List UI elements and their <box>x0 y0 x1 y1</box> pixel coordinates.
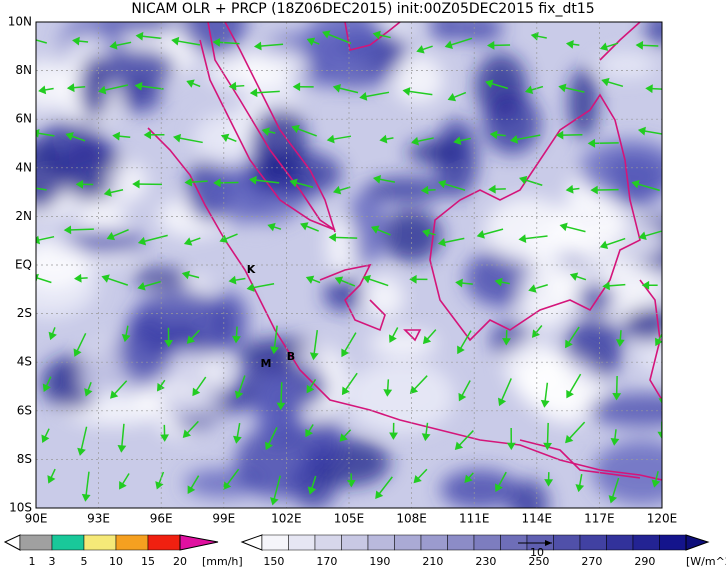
lon-label: 96E <box>150 512 173 526</box>
olr-label: 150 <box>263 555 284 568</box>
colorbar-end <box>242 535 262 550</box>
cloud <box>593 440 692 505</box>
colorbar-cell <box>262 535 289 550</box>
colorbar-cell <box>395 535 422 550</box>
map-area <box>1 0 706 528</box>
olr-label: 190 <box>369 555 390 568</box>
cloud <box>483 92 541 154</box>
colorbar-cell <box>84 535 116 550</box>
cloud <box>206 58 291 89</box>
arrow-head <box>19 34 25 40</box>
precip-label: 5 <box>81 555 88 568</box>
cloud <box>624 307 674 341</box>
olr-label: 290 <box>634 555 655 568</box>
colorbar-cell <box>289 535 316 550</box>
colorbar-cell <box>554 535 581 550</box>
lat-label: EQ <box>15 258 32 272</box>
lon-label: 114E <box>522 512 553 526</box>
precip-label: 20 <box>173 555 187 568</box>
precip-label: 1 <box>29 555 36 568</box>
colorbar-cell <box>633 535 660 550</box>
olr-unit: [W/m^2] <box>686 555 726 568</box>
cloud <box>516 357 601 413</box>
lon-label: 120E <box>647 512 678 526</box>
colorbar-end <box>180 535 218 550</box>
precip-label: 10 <box>109 555 123 568</box>
cloud <box>347 360 454 434</box>
place-marker: K <box>247 263 256 276</box>
lat-label: 4N <box>15 160 32 174</box>
lat-label: 6S <box>17 403 32 417</box>
cloud <box>597 53 655 78</box>
cloud <box>99 48 176 88</box>
olr-label: 270 <box>581 555 602 568</box>
cloud <box>440 469 519 509</box>
colorbar-cell <box>315 535 342 550</box>
vector-label: 10 <box>530 546 544 559</box>
precip-label: 3 <box>49 555 56 568</box>
colorbar-cell <box>448 535 475 550</box>
cloud <box>393 56 443 104</box>
place-marker: B <box>287 350 295 363</box>
cloud <box>454 15 504 42</box>
olr-label: 170 <box>316 555 337 568</box>
lat-label: 8N <box>15 63 32 77</box>
colorbar-cell <box>660 535 687 550</box>
lon-label: 93E <box>87 512 110 526</box>
cloud <box>368 330 437 356</box>
colorbar-cell <box>580 535 607 550</box>
colorbar-cell <box>148 535 180 550</box>
colorbar-cell <box>116 535 148 550</box>
cloud <box>212 292 247 350</box>
colorbar-cell <box>607 535 634 550</box>
colorbar-end <box>5 535 20 550</box>
lat-label: 10N <box>8 15 32 29</box>
cloud <box>323 277 362 312</box>
cloud <box>10 141 65 211</box>
lat-label: 6N <box>15 112 32 126</box>
arrow-head <box>32 275 38 281</box>
colorbar-cell <box>474 535 501 550</box>
place-marker: M <box>261 357 272 370</box>
cloud <box>588 393 692 427</box>
lon-label: 108E <box>396 512 427 526</box>
cloud <box>252 106 307 181</box>
olr-label: 210 <box>422 555 443 568</box>
colorbar-cell <box>368 535 395 550</box>
cloud <box>364 276 404 319</box>
lon-label: 105E <box>334 512 365 526</box>
arrow-head <box>22 184 28 190</box>
lon-label: 111E <box>459 512 490 526</box>
lon-label: 102E <box>271 512 302 526</box>
colorbar-cell <box>20 535 52 550</box>
colorbar-end <box>686 535 708 550</box>
lat-label: 2S <box>17 306 32 320</box>
lon-label: 99E <box>212 512 235 526</box>
colorbar-cell <box>342 535 369 550</box>
lon-label: 117E <box>584 512 615 526</box>
cloud <box>645 12 677 46</box>
olr-label: 230 <box>475 555 496 568</box>
precip-label: 15 <box>141 555 155 568</box>
colorbar-cell <box>52 535 84 550</box>
lat-label: 8S <box>17 452 32 466</box>
cloud <box>119 316 173 384</box>
cloud <box>565 217 664 263</box>
lat-label: 2N <box>15 209 32 223</box>
lon-label: 90E <box>25 512 48 526</box>
map-title: NICAM OLR + PRCP (18Z06DEC2015) init:00Z… <box>131 1 594 17</box>
precip-unit: [mm/h] <box>202 555 243 568</box>
colorbar-cell <box>421 535 448 550</box>
lat-label: 4S <box>17 355 32 369</box>
